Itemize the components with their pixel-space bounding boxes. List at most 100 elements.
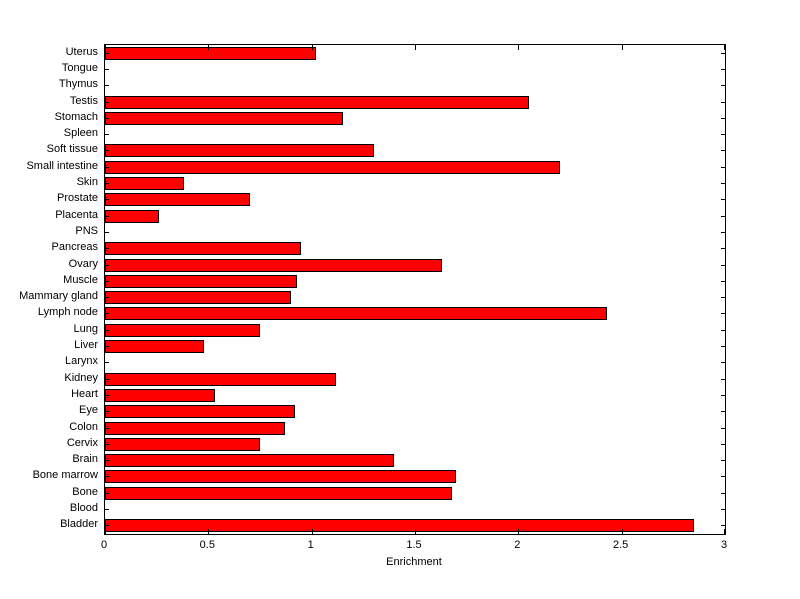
y-tick-mark — [105, 394, 109, 396]
y-tick-label: Skin — [76, 176, 98, 189]
y-tick-mark — [105, 411, 109, 413]
y-tick-mark — [105, 378, 109, 380]
y-tick-mark — [105, 101, 109, 103]
x-tick-mark — [105, 529, 106, 534]
y-tick-label: Brain — [72, 453, 98, 466]
y-tick-mark — [721, 280, 725, 282]
x-tick-label: 2.5 — [613, 539, 629, 551]
y-tick-label: Lymph node — [37, 306, 98, 319]
x-tick-label: 1 — [307, 539, 314, 551]
y-tick-mark — [105, 264, 109, 266]
bar — [105, 160, 560, 174]
y-tick-mark — [105, 231, 109, 233]
y-tick-mark — [721, 215, 725, 217]
y-tick-label: Liver — [74, 339, 98, 352]
bar — [105, 144, 374, 158]
y-tick-mark — [721, 492, 725, 494]
y-tick-mark — [721, 329, 725, 331]
x-tick-mark — [518, 529, 520, 534]
bar — [105, 95, 529, 109]
bar — [105, 209, 159, 223]
y-tick-mark — [105, 52, 109, 54]
bar — [105, 405, 296, 419]
y-tick-label: Stomach — [54, 110, 98, 123]
y-tick-mark — [721, 443, 725, 445]
y-tick-mark — [105, 150, 109, 152]
x-tick-mark — [105, 45, 106, 50]
y-tick-mark — [105, 280, 109, 282]
x-tick-mark — [311, 529, 313, 534]
y-tick-label: Blood — [69, 502, 98, 515]
x-tick-label: 0 — [100, 539, 108, 551]
bar — [105, 46, 316, 60]
y-tick-mark — [105, 215, 109, 217]
bar — [105, 372, 337, 386]
bar — [105, 242, 302, 256]
y-tick-mark — [721, 509, 725, 511]
y-tick-mark — [721, 476, 725, 478]
y-tick-label: Ovary — [68, 257, 98, 270]
bar — [105, 307, 608, 321]
x-tick-mark — [518, 45, 520, 50]
y-tick-mark — [721, 297, 725, 299]
y-tick-mark — [721, 525, 725, 527]
y-tick-mark — [721, 378, 725, 380]
bar — [105, 177, 184, 191]
y-tick-label: Soft tissue — [46, 143, 98, 156]
bar — [105, 388, 215, 402]
y-tick-mark — [105, 476, 109, 478]
y-tick-label: Tongue — [61, 61, 98, 74]
y-tick-label: Thymus — [58, 78, 98, 91]
x-tick-label: 0.5 — [199, 539, 215, 551]
y-tick-mark — [721, 150, 725, 152]
y-tick-mark — [105, 329, 109, 331]
y-tick-label: Cervix — [66, 436, 98, 449]
x-tick-mark — [415, 529, 416, 534]
x-tick-label: 1.5 — [406, 539, 422, 551]
y-tick-mark — [721, 85, 725, 87]
y-tick-label: Bone — [72, 485, 98, 498]
plot-area — [104, 44, 726, 535]
y-tick-label: Colon — [69, 420, 98, 433]
y-tick-label: Placenta — [55, 208, 98, 221]
y-tick-label: Kidney — [64, 371, 98, 384]
y-tick-mark — [105, 85, 109, 87]
y-tick-label: Eye — [79, 404, 98, 417]
y-tick-mark — [721, 199, 725, 201]
y-tick-mark — [105, 248, 109, 250]
y-tick-label: Bone marrow — [32, 469, 98, 482]
y-tick-mark — [105, 199, 109, 201]
y-tick-label: Larynx — [64, 355, 98, 368]
bar — [105, 291, 291, 305]
y-tick-mark — [721, 52, 725, 54]
y-tick-mark — [721, 460, 725, 462]
y-tick-label: PNS — [75, 224, 98, 237]
y-tick-label: Mammary gland — [19, 290, 98, 303]
bar — [105, 486, 453, 500]
bar — [105, 470, 457, 484]
y-tick-mark — [105, 166, 109, 168]
y-tick-mark — [105, 346, 109, 348]
x-tick-mark — [208, 529, 210, 534]
bar — [105, 437, 260, 451]
y-tick-mark — [721, 134, 725, 136]
x-tick-label: 2 — [514, 539, 521, 551]
y-tick-mark — [721, 411, 725, 413]
y-tick-mark — [105, 443, 109, 445]
y-tick-mark — [105, 297, 109, 299]
bar — [105, 340, 205, 354]
y-tick-mark — [721, 183, 725, 185]
y-tick-mark — [721, 346, 725, 348]
y-tick-mark — [721, 248, 725, 250]
y-tick-label: Testis — [69, 94, 98, 107]
bar — [105, 193, 250, 207]
y-tick-label: Prostate — [57, 192, 98, 205]
y-tick-mark — [105, 68, 109, 70]
x-tick-label: 3 — [720, 539, 728, 551]
y-tick-label: Uterus — [65, 45, 98, 58]
y-tick-label: Pancreas — [51, 241, 98, 254]
y-tick-label: Spleen — [63, 127, 98, 140]
y-tick-label: Heart — [71, 387, 98, 400]
y-tick-label: Lung — [73, 322, 98, 335]
